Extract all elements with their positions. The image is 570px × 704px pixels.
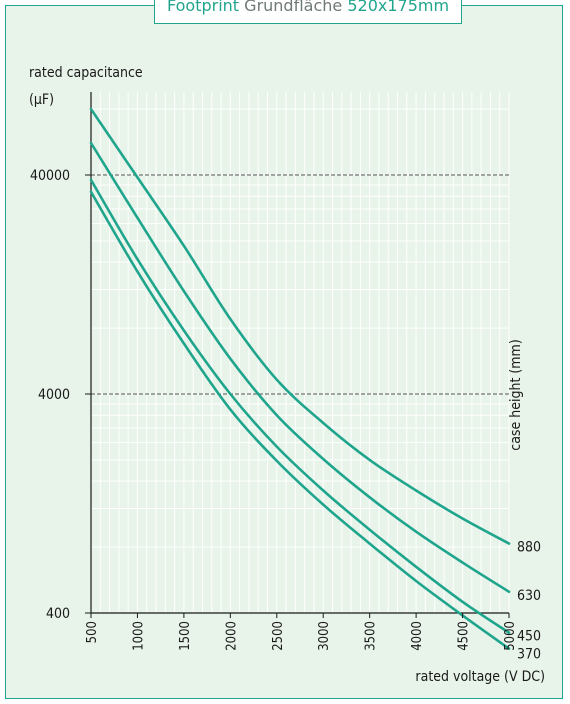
grid-lines: [90, 92, 510, 614]
title-suffix: 520x175mm: [347, 0, 450, 15]
legend-label-450: 450: [517, 629, 541, 645]
series-lines: [89, 107, 511, 650]
x-tick-label: 2500: [271, 621, 286, 651]
legend-label-370: 370: [517, 647, 541, 663]
title-middle: Grundfläche: [244, 0, 343, 15]
x-tick-label: 4000: [410, 621, 425, 651]
x-tick-label: 4500: [457, 621, 472, 651]
y-tick-label: 400: [46, 606, 70, 622]
title-prefix: Footprint: [167, 0, 240, 15]
x-tick-label: 5000: [503, 621, 518, 651]
legend-label-880: 880: [517, 540, 541, 556]
x-tick-label: 1000: [131, 621, 146, 651]
x-axis-label: rated voltage (V DC): [415, 669, 545, 685]
x-tick-label: 2000: [224, 621, 239, 651]
x-tick-label: 3500: [364, 621, 379, 651]
axes: [90, 92, 509, 614]
legend-label-630: 630: [517, 588, 541, 604]
reference-lines: [91, 174, 509, 395]
x-tick-label: 500: [85, 621, 100, 643]
y-axis-label-line2: (µF): [29, 92, 54, 108]
y-axis-label-line1: rated capacitance: [29, 65, 143, 81]
series-line-370: [89, 190, 511, 650]
x-tick-label: 3000: [317, 621, 332, 651]
series-line-880: [89, 107, 511, 545]
x-tick-label: 1500: [178, 621, 193, 651]
y-tick-label: 40000: [30, 168, 70, 184]
y-tick-label: 4000: [38, 387, 70, 403]
chart-title-tab: Footprint Grundfläche 520x175mm: [154, 0, 463, 24]
legend-title: case height (mm): [508, 339, 524, 450]
tick-labels: 500 1000 1500 2000 2500 3000 3500 4000 4500 5000 4…: [30, 168, 518, 651]
series-line-630: [89, 141, 511, 594]
series-line-450: [89, 178, 511, 635]
legend: 880 630 450 370: [517, 540, 541, 663]
